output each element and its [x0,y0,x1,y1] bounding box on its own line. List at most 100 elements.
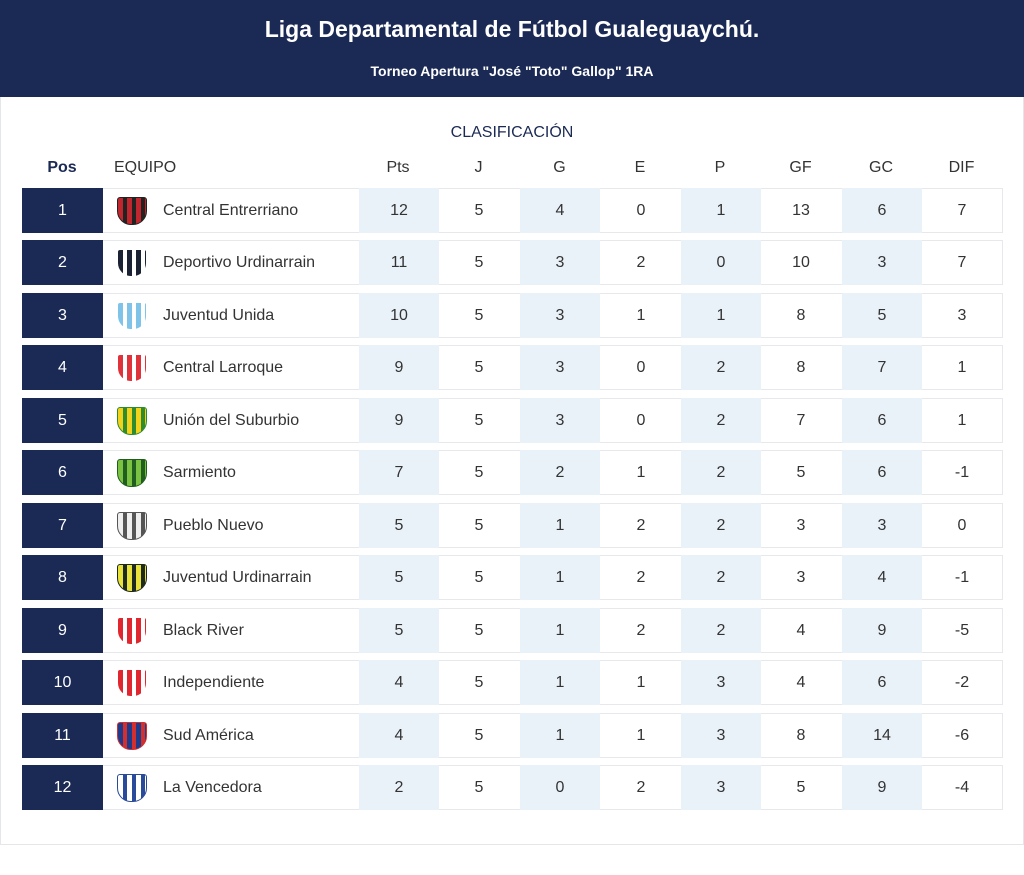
team-name[interactable]: Central Larroque [163,359,284,377]
goal-difference-cell: -1 [954,464,970,482]
goals-against-cell: 7 [842,345,922,391]
played-cell: 5 [474,778,484,796]
goals-for-cell: 8 [796,359,806,377]
table-row[interactable]: 7 Pueblo Nuevo 5 5 1 2 2 3 3 0 [22,502,1003,548]
team-name[interactable]: La Vencedora [163,778,262,796]
goal-difference-cell: -2 [954,674,970,692]
goals-for-cell: 5 [796,778,806,796]
league-title: Liga Departamental de Fútbol Gualeguaych… [264,16,760,42]
lost-cell: 1 [681,188,761,233]
team-crest-icon [117,249,147,278]
column-header-gf[interactable]: GF [789,159,812,176]
goals-against-cell: 6 [842,450,922,496]
team-name[interactable]: Black River [163,621,244,639]
drawn-cell: 1 [636,464,646,482]
position-cell: 12 [22,764,103,810]
goal-difference-cell: 7 [957,202,967,219]
column-header-g[interactable]: G [553,159,566,176]
played-cell: 5 [474,254,484,272]
table-row[interactable]: 3 Juventud Unida 10 5 3 1 1 8 5 3 [22,292,1003,338]
table-row[interactable]: 12 La Vencedora 2 5 0 2 3 5 9 -4 [22,764,1003,810]
lost-cell: 3 [681,712,761,758]
team-name[interactable]: Pueblo Nuevo [163,516,264,534]
team-crest-icon [117,406,147,435]
table-row[interactable]: 5 Unión del Suburbio 9 5 3 0 2 7 6 1 [22,397,1003,443]
lost-cell: 1 [681,292,761,338]
column-header-dif[interactable]: DIF [948,159,975,176]
column-header-j[interactable]: J [474,159,483,176]
played-cell: 5 [474,726,484,744]
team-name[interactable]: Sarmiento [163,464,236,482]
table-row[interactable]: 9 Black River 5 5 1 2 2 4 9 -5 [22,607,1003,653]
drawn-cell: 2 [636,516,646,534]
goals-for-cell: 3 [796,569,806,587]
team-name[interactable]: Unión del Suburbio [163,411,300,429]
team-crest-icon [117,197,147,225]
team-crest-icon [117,721,147,750]
goals-against-cell: 9 [842,607,922,653]
table-row[interactable]: 11 Sud América 4 5 1 1 3 8 14 -6 [22,712,1003,758]
goals-for-cell: 13 [792,202,810,219]
table-row[interactable]: 1 Central Entrerriano 12 5 4 0 1 13 6 7 [22,188,1003,233]
goal-difference-cell: 0 [957,516,967,534]
table-row[interactable]: 6 Sarmiento 7 5 2 1 2 5 6 -1 [22,450,1003,496]
column-header-pos[interactable]: Pos [47,159,77,176]
goals-against-cell: 3 [842,240,922,286]
won-cell: 1 [520,607,600,653]
points-cell: 5 [359,607,439,653]
table-row[interactable]: 8 Juventud Urdinarrain 5 5 1 2 2 3 4 -1 [22,555,1003,601]
goals-against-cell: 6 [842,397,922,443]
column-header-e[interactable]: E [634,159,646,176]
goals-against-cell: 3 [842,502,922,548]
position-cell: 7 [22,502,103,548]
points-cell: 10 [359,292,439,338]
drawn-cell: 2 [636,254,646,272]
table-row[interactable]: 2 Deportivo Urdinarrain 11 5 3 2 0 10 3 7 [22,240,1003,286]
points-cell: 2 [359,764,439,810]
team-name[interactable]: Juventud Urdinarrain [163,569,312,587]
goal-difference-cell: 3 [957,306,967,324]
points-cell: 7 [359,450,439,496]
drawn-cell: 0 [636,202,646,219]
lost-cell: 3 [681,764,761,810]
won-cell: 3 [520,292,600,338]
played-cell: 5 [474,569,484,587]
team-name[interactable]: Juventud Unida [163,306,275,324]
points-cell: 5 [359,502,439,548]
points-cell: 11 [359,240,439,286]
played-cell: 5 [474,516,484,534]
position-cell: 8 [22,555,103,601]
goals-for-cell: 3 [796,516,806,534]
team-crest-icon [117,616,147,645]
team-name[interactable]: Deportivo Urdinarrain [163,254,316,272]
column-header-gc[interactable]: GC [869,159,893,176]
team-crest-icon [117,669,147,698]
points-cell: 12 [359,188,439,233]
played-cell: 5 [474,202,484,219]
team-name[interactable]: Independiente [163,674,265,692]
goals-for-cell: 10 [792,254,810,272]
position-cell: 1 [22,188,103,233]
page-header: Liga Departamental de Fútbol Gualeguaych… [0,0,1024,97]
team-name[interactable]: Central Entrerriano [163,202,299,219]
table-row[interactable]: 4 Central Larroque 9 5 3 0 2 8 7 1 [22,345,1003,391]
goal-difference-cell: 1 [957,411,967,429]
played-cell: 5 [474,306,484,324]
team-name[interactable]: Sud América [163,726,254,744]
column-header-p[interactable]: P [714,159,726,176]
won-cell: 1 [520,502,600,548]
position-cell: 2 [22,240,103,286]
column-header-equipo[interactable]: EQUIPO [114,159,177,176]
drawn-cell: 0 [636,411,646,429]
team-crest-icon [117,354,147,383]
table-row[interactable]: 10 Independiente 4 5 1 1 3 4 6 -2 [22,660,1003,706]
drawn-cell: 1 [636,306,646,324]
column-header-pts[interactable]: Pts [386,159,410,176]
lost-cell: 2 [681,607,761,653]
won-cell: 3 [520,345,600,391]
points-cell: 9 [359,397,439,443]
goals-for-cell: 4 [796,621,806,639]
position-cell: 6 [22,450,103,496]
points-cell: 5 [359,555,439,601]
team-crest-icon [117,511,147,540]
